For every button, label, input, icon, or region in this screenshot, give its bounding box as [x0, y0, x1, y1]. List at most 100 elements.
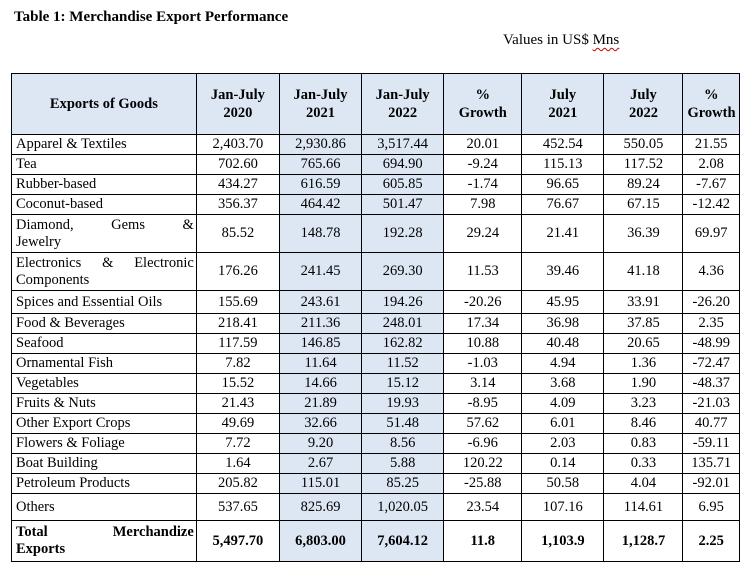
- row-value: 20.01: [443, 134, 523, 155]
- table-row: Electronics & Electronic Components 176.26 24…: [11, 252, 740, 291]
- row-value: 69.97: [682, 214, 740, 253]
- row-value: 356.37: [195, 194, 280, 215]
- row-name: Rubber-based: [11, 174, 197, 195]
- row-name: Fruits & Nuts: [11, 393, 197, 414]
- row-value: 9.20: [278, 433, 363, 454]
- row-value: 76.67: [521, 194, 605, 215]
- table-row: Seafood 117.59 146.85 162.82 10.88 40.48 20.65…: [11, 333, 740, 354]
- row-value: 218.41: [195, 313, 280, 334]
- table-row: Fruits & Nuts 21.43 21.89 19.93 -8.95 4.09 3.2…: [11, 393, 740, 414]
- total-value: 1,128.7: [603, 520, 684, 562]
- row-value: 550.05: [603, 134, 684, 155]
- header-july-2021: July 2021: [521, 73, 605, 135]
- header-goods: Exports of Goods: [11, 73, 197, 135]
- row-value: 825.69: [278, 493, 363, 521]
- row-value: 114.61: [603, 493, 684, 521]
- row-name: Other Export Crops: [11, 413, 197, 434]
- row-name: Spices and Essential Oils: [11, 290, 197, 314]
- row-value: 162.82: [361, 333, 445, 354]
- row-value: 616.59: [278, 174, 363, 195]
- row-value: 452.54: [521, 134, 605, 155]
- row-value: 3.68: [521, 373, 605, 394]
- row-value: 32.66: [278, 413, 363, 434]
- row-name: Electronics & Electronic Components: [11, 252, 197, 291]
- row-name: Ornamental Fish: [11, 353, 197, 374]
- row-value: 117.52: [603, 154, 684, 175]
- row-value: 3.14: [443, 373, 523, 394]
- row-value: 205.82: [195, 473, 280, 494]
- row-value: -7.67: [682, 174, 740, 195]
- row-value: 29.24: [443, 214, 523, 253]
- row-value: -1.74: [443, 174, 523, 195]
- row-name: Apparel & Textiles: [11, 134, 197, 155]
- row-value: 155.69: [195, 290, 280, 314]
- row-value: 5.88: [361, 453, 445, 474]
- row-value: 765.66: [278, 154, 363, 175]
- row-value: 51.48: [361, 413, 445, 434]
- row-value: 243.61: [278, 290, 363, 314]
- row-value: 2.67: [278, 453, 363, 474]
- header-row: Exports of Goods Jan-July 2020 Jan-July 20…: [11, 73, 740, 135]
- row-name: Petroleum Products: [11, 473, 197, 494]
- total-label: Total Merchandize Exports: [11, 520, 197, 562]
- total-value: 1,103.9: [521, 520, 605, 562]
- units-suffix: Mns: [592, 32, 620, 48]
- table-row: Other Export Crops 49.69 32.66 51.48 57.62 6.…: [11, 413, 740, 434]
- row-value: 537.65: [195, 493, 280, 521]
- row-value: -72.47: [682, 353, 740, 374]
- row-value: 4.09: [521, 393, 605, 414]
- row-value: 11.64: [278, 353, 363, 374]
- row-value: 3.23: [603, 393, 684, 414]
- total-value: 2.25: [682, 520, 740, 562]
- row-value: 11.52: [361, 353, 445, 374]
- row-value: -8.95: [443, 393, 523, 414]
- table-row: Apparel & Textiles 2,403.70 2,930.86 3,517.…: [11, 134, 740, 155]
- row-value: 0.83: [603, 433, 684, 454]
- row-value: 21.55: [682, 134, 740, 155]
- row-value: 23.54: [443, 493, 523, 521]
- row-value: -21.03: [682, 393, 740, 414]
- row-value: 4.36: [682, 252, 740, 291]
- row-value: -12.42: [682, 194, 740, 215]
- row-value: 176.26: [195, 252, 280, 291]
- row-value: 15.52: [195, 373, 280, 394]
- row-value: 115.01: [278, 473, 363, 494]
- table-row: Spices and Essential Oils 155.69 243.61 194…: [11, 290, 740, 314]
- row-value: 21.41: [521, 214, 605, 253]
- row-value: 89.24: [603, 174, 684, 195]
- row-value: 694.90: [361, 154, 445, 175]
- row-value: -9.24: [443, 154, 523, 175]
- row-value: 6.01: [521, 413, 605, 434]
- row-value: 2.08: [682, 154, 740, 175]
- units-prefix: Values in US$: [503, 32, 593, 48]
- row-value: -6.96: [443, 433, 523, 454]
- row-value: 2,930.86: [278, 134, 363, 155]
- row-value: 37.85: [603, 313, 684, 334]
- row-value: 11.53: [443, 252, 523, 291]
- total-value: 6,803.00: [278, 520, 363, 562]
- row-value: 1.64: [195, 453, 280, 474]
- row-value: 1,020.05: [361, 493, 445, 521]
- total-value: 5,497.70: [195, 520, 280, 562]
- row-value: 45.95: [521, 290, 605, 314]
- row-value: 7.98: [443, 194, 523, 215]
- row-value: 39.46: [521, 252, 605, 291]
- table-row: Boat Building 1.64 2.67 5.88 120.22 0.14 0.33 1…: [11, 453, 740, 474]
- table-row: Rubber-based 434.27 616.59 605.85 -1.74 96.65…: [11, 174, 740, 195]
- row-value: 135.71: [682, 453, 740, 474]
- header-july-2022: July 2022: [603, 73, 684, 135]
- table-row: Food & Beverages 218.41 211.36 248.01 17.34 3…: [11, 313, 740, 334]
- row-value: 7.72: [195, 433, 280, 454]
- row-value: 501.47: [361, 194, 445, 215]
- units-note: Values in US$ Mns: [503, 32, 619, 49]
- row-value: 21.89: [278, 393, 363, 414]
- row-value: 434.27: [195, 174, 280, 195]
- table-title: Table 1: Merchandise Export Performance: [14, 9, 289, 25]
- row-value: -26.20: [682, 290, 740, 314]
- row-value: 248.01: [361, 313, 445, 334]
- row-name: Diamond, Gems & Jewelry: [11, 214, 197, 253]
- row-name: Tea: [11, 154, 197, 175]
- table-row: Ornamental Fish 7.82 11.64 11.52 -1.03 4.94 1.…: [11, 353, 740, 374]
- row-value: 146.85: [278, 333, 363, 354]
- row-value: 85.25: [361, 473, 445, 494]
